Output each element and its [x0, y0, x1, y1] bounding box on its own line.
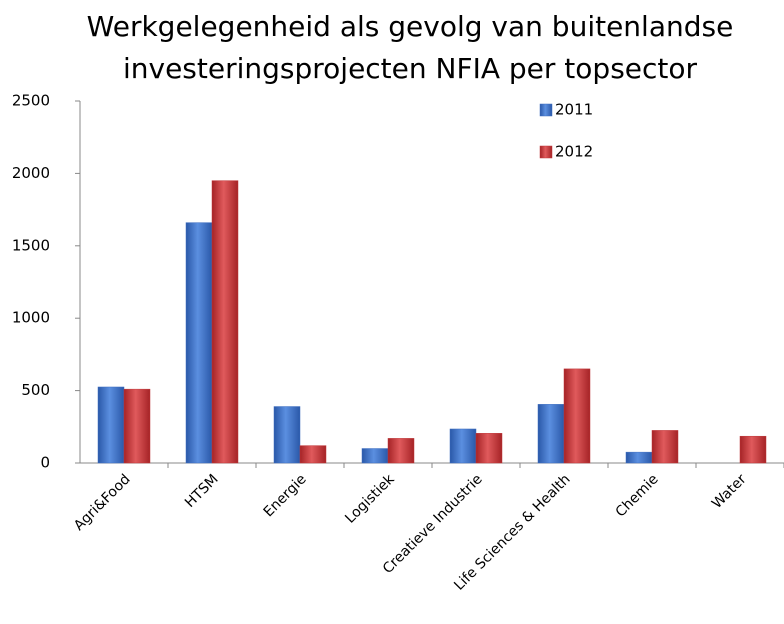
y-tick-label: 0 — [40, 454, 50, 472]
legend-label: 2012 — [555, 143, 593, 161]
bar — [211, 180, 239, 464]
x-tick-label: HTSM — [182, 471, 222, 511]
y-tick-label: 2000 — [12, 164, 50, 182]
x-tick-label: Logistiek — [342, 471, 398, 527]
bar — [361, 448, 389, 464]
legend-swatch — [539, 103, 553, 117]
bar — [739, 435, 767, 464]
legend-swatch — [539, 145, 553, 159]
x-tick-label: Chemie — [613, 471, 662, 520]
bar — [273, 406, 301, 464]
chart-title: Werkgelegenheid als gevolg van buitenlan… — [87, 10, 734, 43]
chart-title: investeringsprojecten NFIA per topsector — [123, 52, 698, 85]
y-tick-label: 1500 — [12, 236, 50, 254]
x-tick-label: Water — [709, 471, 750, 512]
bar — [123, 388, 151, 464]
bar — [185, 222, 213, 464]
y-tick-label: 2500 — [12, 92, 50, 110]
bar — [299, 445, 327, 464]
x-tick-label: Agri&Food — [71, 471, 134, 534]
x-tick-label: Energie — [261, 471, 310, 520]
bar — [563, 368, 591, 464]
bar — [475, 433, 503, 464]
bar — [449, 428, 477, 464]
x-tick-label: Creatieve Industrie — [380, 471, 486, 577]
bar — [97, 386, 125, 464]
bar — [625, 451, 653, 464]
bar — [651, 430, 679, 464]
y-tick-label: 500 — [21, 381, 50, 399]
legend-label: 2011 — [555, 101, 593, 119]
bar — [387, 438, 415, 464]
y-tick-label: 1000 — [12, 309, 50, 327]
bar — [537, 404, 565, 464]
